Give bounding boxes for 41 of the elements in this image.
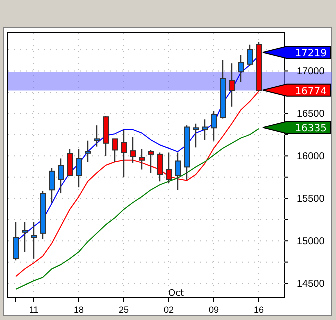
- x-tick-label: 25: [118, 305, 130, 316]
- x-tick-label: 16: [254, 305, 264, 316]
- y-tick-label: 16500: [297, 108, 326, 120]
- candlestick: [22, 222, 28, 253]
- candlestick: [247, 44, 253, 67]
- candlestick: [13, 222, 19, 262]
- y-tick-label: 15000: [297, 236, 326, 248]
- annotation: Oct: [168, 289, 185, 299]
- candlestick: [85, 140, 91, 163]
- candlestick: [139, 148, 145, 170]
- line-series: [16, 91, 260, 278]
- candlestick: [58, 158, 64, 194]
- x-tick-label: 18: [74, 305, 84, 316]
- candlestick: [76, 148, 82, 188]
- candlestick: [130, 136, 136, 164]
- x-tick-label: 11: [29, 305, 39, 316]
- candlestick: [166, 152, 172, 184]
- candlestick: [148, 150, 154, 174]
- candlestick: [229, 62, 235, 108]
- annotation: 16774: [295, 86, 327, 98]
- annotation: 16335: [295, 124, 327, 135]
- annotation: 17219: [295, 48, 327, 60]
- y-tick-label: 17000: [297, 66, 326, 78]
- candlestick: [49, 167, 55, 204]
- candlestick: [211, 110, 217, 142]
- candlestick: [31, 222, 37, 260]
- candlestick: [238, 54, 244, 83]
- y-tick-label: 15500: [297, 194, 326, 205]
- candlestick: [202, 119, 208, 141]
- candlestick: [67, 148, 73, 178]
- candlestick: [193, 123, 199, 148]
- candlestick: [94, 124, 100, 148]
- x-tick-label: 09: [208, 305, 220, 316]
- candlestick: [157, 152, 163, 182]
- line-series: [16, 128, 260, 290]
- y-tick-label: 16000: [297, 151, 326, 162]
- candlestick: [112, 138, 118, 163]
- candlestick: [121, 129, 127, 178]
- x-tick-label: 02: [164, 305, 174, 316]
- y-tick-label: 14500: [297, 278, 326, 290]
- candlestick: [175, 152, 181, 191]
